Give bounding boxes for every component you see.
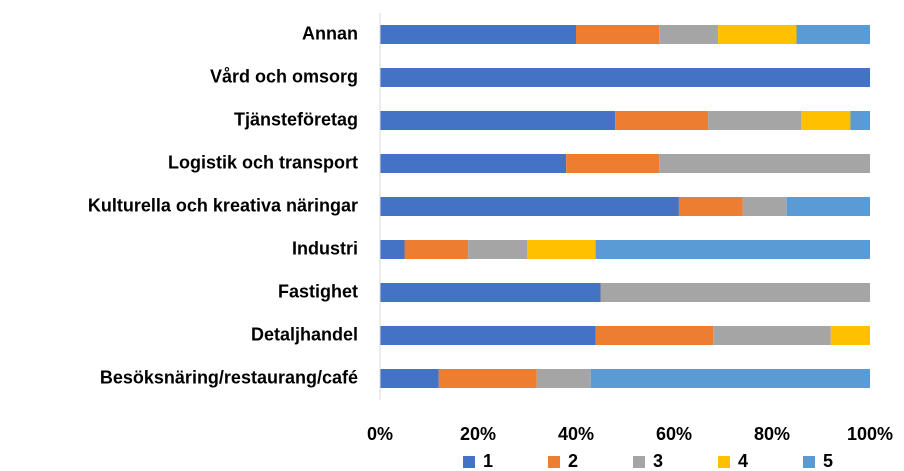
bar-segment: [566, 154, 660, 173]
legend-label: 2: [568, 451, 578, 471]
legend-swatch: [548, 456, 560, 468]
legend-label: 4: [738, 451, 748, 471]
x-tick-label: 100%: [847, 424, 893, 444]
bar-segment: [718, 25, 797, 44]
bar-segment: [830, 326, 870, 345]
bar-segment: [380, 68, 870, 87]
y-tick-label: Logistik och transport: [168, 152, 358, 172]
y-tick-label: Tjänsteföretag: [234, 109, 358, 129]
bar-segment: [380, 25, 576, 44]
bar-segment: [527, 240, 596, 259]
y-tick-label: Annan: [302, 23, 358, 43]
bar-segment: [380, 240, 405, 259]
legend-label: 1: [483, 451, 493, 471]
bar-segment: [380, 197, 679, 216]
bar-segment: [438, 369, 537, 388]
bar-segment: [708, 111, 802, 130]
bar-segment: [600, 283, 870, 302]
legend-label: 3: [653, 451, 663, 471]
bar-segment: [796, 25, 870, 44]
bar-segment: [380, 111, 616, 130]
y-tick-label: Kulturella och kreativa näringar: [88, 195, 358, 215]
bar-segment: [850, 111, 870, 130]
bar-segment: [742, 197, 787, 216]
bar-segment: [595, 240, 870, 259]
bar-segment: [404, 240, 469, 259]
y-tick-label: Fastighet: [278, 281, 358, 301]
x-tick-label: 0%: [367, 424, 393, 444]
legend-swatch: [803, 456, 815, 468]
bar-segment: [801, 111, 851, 130]
bar-segment: [380, 326, 596, 345]
x-tick-label: 60%: [656, 424, 692, 444]
bar-segment: [713, 326, 831, 345]
y-tick-label: Vård och omsorg: [210, 66, 358, 86]
legend-swatch: [463, 456, 475, 468]
bar-segment: [659, 154, 870, 173]
x-tick-label: 40%: [558, 424, 594, 444]
bar-segment: [468, 240, 527, 259]
bar-segment: [590, 369, 870, 388]
bar-segment: [659, 25, 719, 44]
bar-segment: [380, 369, 439, 388]
bar-segment: [380, 283, 601, 302]
legend-swatch: [633, 456, 645, 468]
bar-segment: [678, 197, 743, 216]
bar-segment: [595, 326, 714, 345]
x-tick-label: 80%: [754, 424, 790, 444]
bar-segment: [536, 369, 591, 388]
legend-label: 5: [823, 451, 833, 471]
bar-segment: [576, 25, 660, 44]
y-tick-label: Detaljhandel: [251, 324, 358, 344]
bar-segment: [786, 197, 870, 216]
bar-segment: [380, 154, 567, 173]
y-tick-label: Industri: [292, 238, 358, 258]
y-tick-label: Besöksnäring/restaurang/café: [100, 367, 358, 387]
bar-segment: [615, 111, 709, 130]
legend-swatch: [718, 456, 730, 468]
x-tick-label: 20%: [460, 424, 496, 444]
